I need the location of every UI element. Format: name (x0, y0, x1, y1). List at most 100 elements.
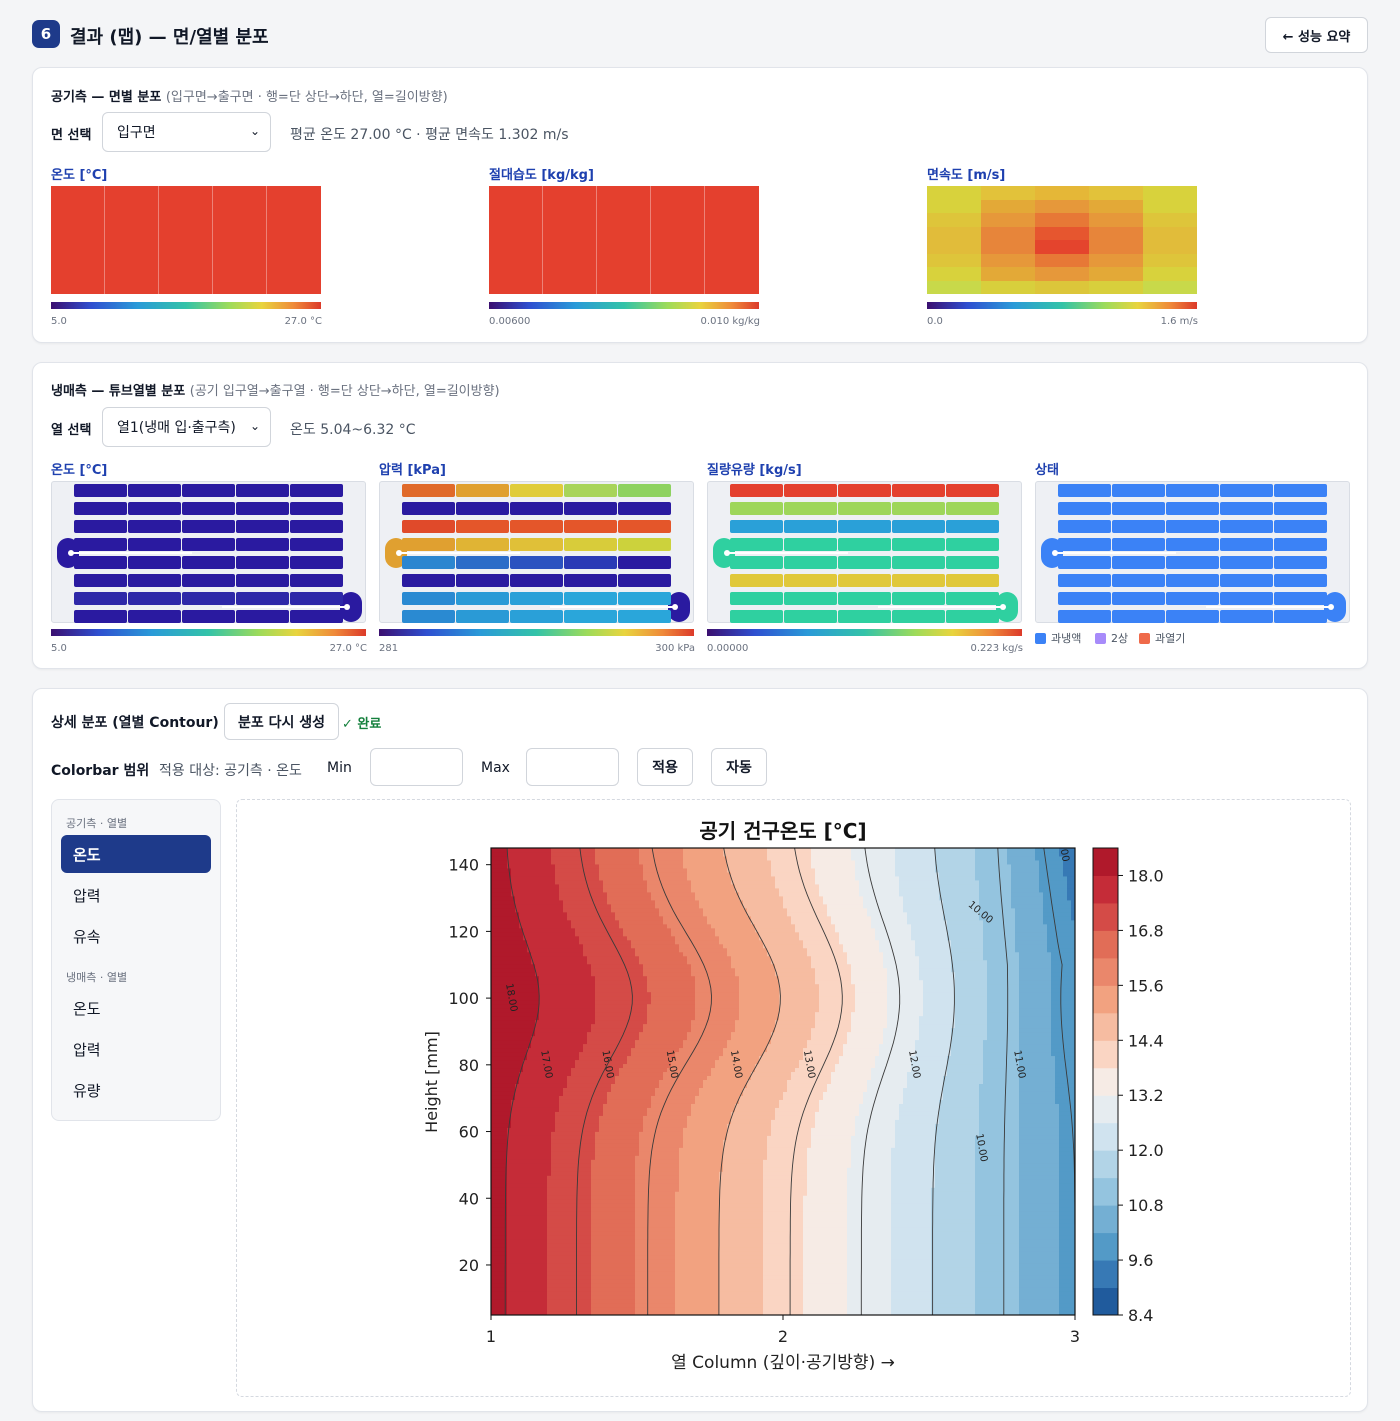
contour-cell (631, 1259, 636, 1264)
contour-cell (619, 1223, 624, 1228)
contour-cell (615, 1291, 620, 1296)
contour-cell (607, 955, 612, 961)
contour-cell (499, 1111, 504, 1116)
contour-cell (599, 1047, 604, 1053)
contour-cell (631, 931, 636, 937)
contour-cell (555, 875, 560, 881)
heatmap-cell (981, 240, 1035, 254)
contour-cell (611, 851, 616, 857)
contour-cell (615, 975, 620, 981)
contour-cell (539, 1123, 544, 1128)
contour-cell (499, 1303, 504, 1308)
contour-cell (555, 895, 560, 901)
contour-cell (547, 1115, 552, 1120)
contour-cell (571, 919, 576, 925)
contour-cell (611, 1035, 616, 1041)
contour-cell (531, 963, 536, 969)
contour-cell (615, 983, 620, 989)
contour-cell (583, 1247, 588, 1252)
sidebar-item-air-temperature[interactable]: 온도 (61, 835, 211, 873)
contour-cell (499, 1307, 504, 1312)
contour-cell (571, 1019, 576, 1025)
contour-cell (599, 1015, 604, 1021)
sidebar-item-ref-mass-flow[interactable]: 유량 (73, 1081, 101, 1100)
contour-cell (643, 879, 648, 885)
contour-cell (555, 1039, 560, 1045)
contour-cell (495, 1275, 500, 1280)
contour-cell (643, 1067, 648, 1073)
contour-cell (491, 1259, 496, 1264)
contour-cell (607, 1027, 612, 1033)
contour-cell (531, 1311, 536, 1315)
contour-cell (623, 1203, 628, 1208)
contour-cell (507, 1259, 512, 1264)
contour-cell (507, 1139, 512, 1144)
contour-cell (519, 1119, 524, 1124)
heatmap-cell (1035, 226, 1089, 240)
contour-cell (623, 903, 628, 909)
contour-cell (559, 867, 564, 873)
contour-cell (527, 1311, 532, 1315)
contour-cell (491, 1087, 496, 1092)
contour-cell (523, 1191, 528, 1196)
contour-cell (599, 1107, 604, 1112)
contour-cell (587, 1091, 592, 1096)
contour-cell (559, 1267, 564, 1272)
contour-cell (619, 1143, 624, 1148)
contour-cell (623, 1155, 628, 1160)
contour-cell (599, 1263, 604, 1268)
contour-cell (611, 1303, 616, 1308)
contour-cell (563, 1159, 568, 1164)
contour-cell (627, 887, 632, 893)
contour-cell (583, 915, 588, 921)
contour-cell (543, 863, 548, 869)
contour-cell (567, 1299, 572, 1304)
contour-cell (543, 1299, 548, 1304)
contour-cell (527, 1255, 532, 1260)
contour-cell (587, 1087, 592, 1092)
sidebar-item-ref-pressure[interactable]: 압력 (73, 1040, 101, 1059)
tube-segment (564, 592, 617, 605)
contour-cell (647, 1247, 652, 1252)
contour-cell (643, 939, 648, 945)
contour-cell (635, 1307, 640, 1312)
contour-cell (555, 1127, 560, 1132)
contour-cell (563, 1139, 568, 1144)
contour-cell (639, 1219, 644, 1224)
colorbar-min-input[interactable] (370, 748, 463, 786)
back-to-summary-button[interactable]: ← 성능 요약 (1265, 17, 1368, 53)
contour-cell (595, 1271, 600, 1276)
sidebar-item-air-pressure[interactable]: 압력 (73, 886, 101, 905)
colorbar-max-input[interactable] (526, 748, 619, 786)
face-select[interactable]: 입구면 ⌄ (102, 112, 271, 152)
contour-cell (591, 1067, 596, 1073)
contour-cell (555, 915, 560, 921)
contour-cell (587, 1035, 592, 1041)
contour-cell (579, 1203, 584, 1208)
sidebar-item-ref-temperature[interactable]: 온도 (73, 999, 101, 1018)
contour-cell (631, 1035, 636, 1041)
contour-cell (567, 1007, 572, 1013)
contour-cell (535, 1243, 540, 1248)
contour-cell (599, 943, 604, 949)
contour-cell (511, 1239, 516, 1244)
contour-cell (571, 915, 576, 921)
contour-cell (495, 963, 500, 969)
contour-cell (583, 1107, 588, 1112)
contour-cell (527, 935, 532, 941)
contour-cell (647, 1147, 652, 1152)
contour-cell (615, 1123, 620, 1128)
column-select[interactable]: 열1(냉매 입·출구측) ⌄ (102, 407, 271, 447)
contour-cell (491, 1131, 496, 1136)
contour-cell (559, 903, 564, 909)
contour-cell (539, 1071, 544, 1077)
auto-button[interactable]: 자동 (711, 748, 767, 786)
contour-cell (523, 1023, 528, 1029)
regenerate-distribution-button[interactable]: 분포 다시 생성 (224, 703, 339, 740)
contour-cell (587, 1235, 592, 1240)
contour-cell (511, 975, 516, 981)
contour-cell (511, 1255, 516, 1260)
contour-cell (543, 1007, 548, 1013)
sidebar-item-air-velocity[interactable]: 유속 (73, 927, 101, 946)
apply-button[interactable]: 적용 (637, 748, 693, 786)
